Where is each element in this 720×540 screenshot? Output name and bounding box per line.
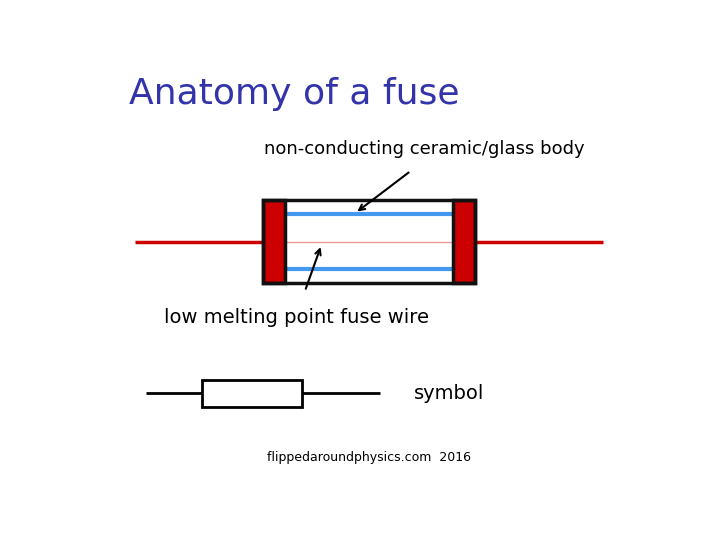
Bar	[202, 380, 302, 407]
Bar	[453, 200, 475, 283]
Text: flippedaroundphysics.com  2016: flippedaroundphysics.com 2016	[267, 451, 471, 464]
Text: non-conducting ceramic/glass body: non-conducting ceramic/glass body	[264, 140, 585, 158]
Bar	[263, 200, 475, 283]
Bar	[263, 200, 285, 283]
Text: symbol: symbol	[413, 384, 484, 403]
Text: low melting point fuse wire: low melting point fuse wire	[164, 308, 429, 327]
Text: Anatomy of a fuse: Anatomy of a fuse	[129, 77, 459, 111]
Bar	[285, 214, 453, 268]
